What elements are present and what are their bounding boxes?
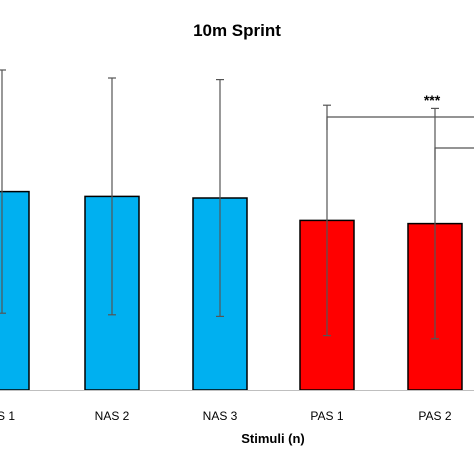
error-bar xyxy=(108,77,116,316)
x-tick-label: NAS 3 xyxy=(203,409,238,423)
error-bar xyxy=(323,104,331,337)
error-bar xyxy=(216,78,224,317)
significance-bracket-pas2 xyxy=(434,147,474,160)
x-tick-label: AS 1 xyxy=(0,409,15,423)
significance-bracket-pas1 xyxy=(326,116,474,130)
chart-title: 10m Sprint xyxy=(193,21,281,40)
bar-nas-1 xyxy=(0,190,30,391)
x-tick-label: NAS 2 xyxy=(95,409,130,423)
significance-annotation: *** xyxy=(326,92,474,160)
x-tick-label: PAS 1 xyxy=(310,409,343,423)
error-bar xyxy=(431,107,439,340)
x-ticks-group: AS 1 NAS 2 NAS 3 PAS 1 PAS 2 xyxy=(0,409,452,423)
x-tick-label: PAS 2 xyxy=(418,409,451,423)
bars-group xyxy=(0,69,463,391)
significance-label: *** xyxy=(424,92,441,108)
error-bar xyxy=(0,69,6,314)
x-axis-label: Stimuli (n) xyxy=(241,431,305,446)
